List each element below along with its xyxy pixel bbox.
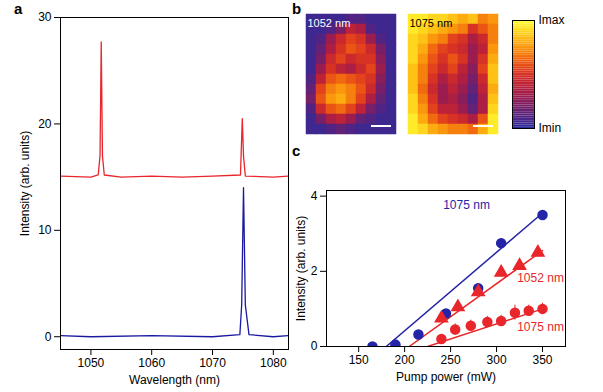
svg-text:1075 nm: 1075 nm — [410, 17, 453, 29]
svg-text:1060: 1060 — [138, 356, 165, 370]
svg-text:Pump power (mW): Pump power (mW) — [396, 370, 496, 384]
svg-text:300: 300 — [487, 353, 507, 367]
svg-text:30: 30 — [38, 10, 52, 24]
svg-text:200: 200 — [395, 353, 415, 367]
svg-text:250: 250 — [441, 353, 461, 367]
html-text:c: c — [292, 142, 301, 159]
svg-text:1075 nm: 1075 nm — [443, 198, 490, 212]
svg-text:Intensity (arb. units): Intensity (arb. units) — [18, 131, 32, 236]
svg-text:Imax: Imax — [539, 13, 565, 27]
svg-text:4: 4 — [311, 189, 318, 203]
svg-text:1080: 1080 — [260, 356, 287, 370]
svg-text:2: 2 — [311, 264, 318, 278]
html-text:b: b — [292, 0, 302, 17]
svg-text:350: 350 — [533, 353, 553, 367]
svg-text:1052 nm: 1052 nm — [517, 271, 564, 285]
svg-text:1050: 1050 — [78, 356, 105, 370]
svg-text:Imin: Imin — [539, 121, 562, 135]
svg-text:0: 0 — [311, 339, 318, 353]
svg-text:Intensity (arb. units): Intensity (arb. units) — [294, 216, 308, 321]
svg-text:10: 10 — [38, 223, 52, 237]
svg-text:Wavelength (nm): Wavelength (nm) — [129, 373, 220, 387]
svg-text:1070: 1070 — [199, 356, 226, 370]
svg-text:150: 150 — [349, 353, 369, 367]
svg-text:0: 0 — [45, 330, 52, 344]
svg-text:1075 nm: 1075 nm — [517, 320, 564, 334]
html-text:a: a — [14, 0, 23, 17]
svg-text:20: 20 — [38, 117, 52, 131]
svg-text:1052 nm: 1052 nm — [308, 17, 351, 29]
